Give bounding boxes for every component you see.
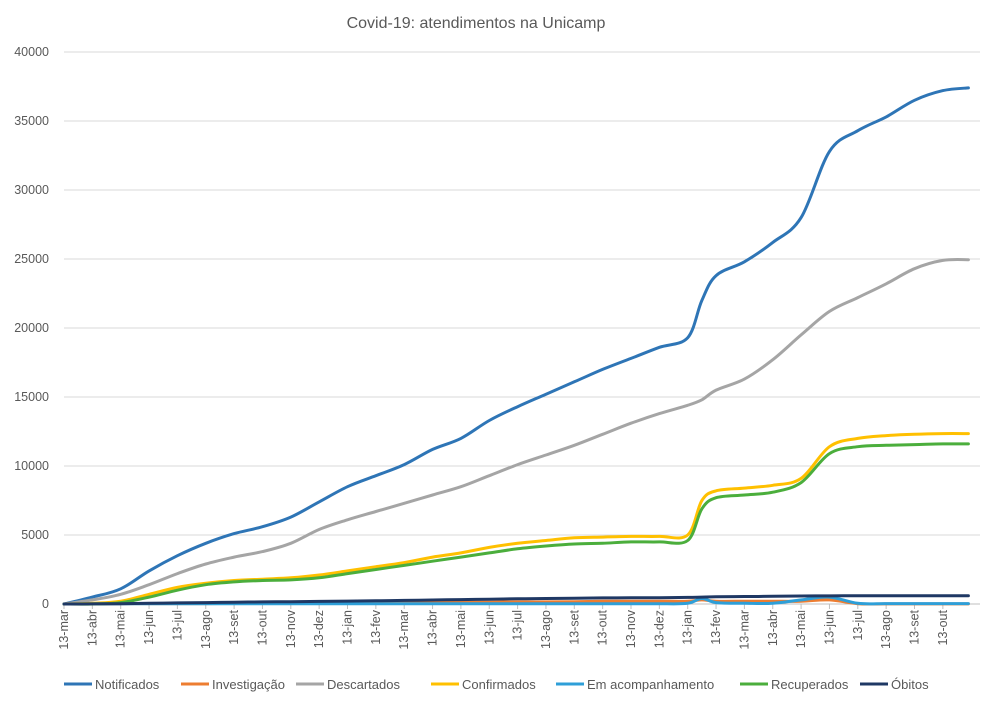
- x-tick-label: 13-fev: [369, 609, 383, 644]
- legend-label: Recuperados: [771, 677, 849, 692]
- x-tick-label: 13-set: [567, 609, 581, 644]
- x-tick-label: 13-set: [908, 609, 922, 644]
- series-line-confirmados: [62, 432, 970, 606]
- y-tick-label: 20000: [14, 321, 49, 335]
- x-tick-label: 13-mar: [397, 610, 411, 650]
- y-axis-tick-labels: 0 5000 10000 15000 20000 25000 30000 35000 40000: [14, 45, 49, 611]
- x-tick-label: 13-mai: [454, 610, 468, 648]
- x-tick-label: 13-set: [227, 609, 241, 644]
- series-line-notificados: [62, 86, 970, 606]
- x-tick-label: 13-jul: [170, 610, 184, 641]
- y-tick-label: 40000: [14, 45, 49, 59]
- x-tick-label: 13-jan: [341, 610, 355, 645]
- series-lines: [62, 86, 970, 606]
- series-line-descartados: [62, 258, 970, 606]
- x-tick-label: 13-mai: [794, 610, 808, 648]
- series-line-recuperados: [62, 442, 970, 606]
- x-tick-label: 13-out: [255, 609, 269, 645]
- x-tick-label: 13-mar: [57, 610, 71, 650]
- y-tick-label: 5000: [21, 528, 49, 542]
- x-tick-label: 13-ago: [879, 610, 893, 649]
- x-tick-label: 13-out: [936, 609, 950, 645]
- gridlines: [64, 51, 980, 536]
- legend-label: Descartados: [327, 677, 400, 692]
- x-tick-label: 13-jun: [482, 610, 496, 645]
- x-tick-label: 13-mar: [737, 610, 751, 650]
- x-tick-label: 13-jun: [142, 610, 156, 645]
- x-tick-label: 13-mai: [114, 610, 128, 648]
- y-tick-label: 10000: [14, 459, 49, 473]
- x-tick-label: 13-nov: [284, 609, 298, 648]
- y-tick-label: 25000: [14, 252, 49, 266]
- x-tick-label: 13-dez: [312, 610, 326, 648]
- series-line--bitos: [62, 594, 970, 606]
- y-tick-label: 15000: [14, 390, 49, 404]
- x-tick-label: 13-ago: [539, 610, 553, 649]
- x-tick-label: 13-jan: [681, 610, 695, 645]
- x-tick-label: 13-out: [596, 609, 610, 645]
- x-tick-label: 13-dez: [652, 610, 666, 648]
- x-tick-label: 13-nov: [624, 609, 638, 648]
- chart-title: Covid-19: atendimentos na Unicamp: [347, 15, 606, 32]
- legend-label: Confirmados: [462, 677, 536, 692]
- y-tick-label: 0: [42, 597, 49, 611]
- y-tick-label: 35000: [14, 114, 49, 128]
- legend-label: Notificados: [95, 677, 160, 692]
- x-tick-label: 13-jun: [822, 610, 836, 645]
- x-axis: 13-mar 13-abr 13-mai 13-jun 13-jul 13-ago 13-s…: [57, 603, 980, 650]
- legend-label: Em acompanhamento: [587, 677, 714, 692]
- x-tick-label: 13-jul: [511, 610, 525, 641]
- x-tick-label: 13-ago: [199, 610, 213, 649]
- x-tick-label: 13-abr: [85, 610, 99, 646]
- legend: Notificados Investigação Descartados Confir…: [64, 677, 929, 692]
- x-tick-label: 13-jul: [851, 610, 865, 641]
- x-tick-label: 13-abr: [766, 610, 780, 646]
- legend-label: Óbitos: [891, 677, 929, 692]
- x-tick-label: 13-abr: [426, 610, 440, 646]
- x-tick-label: 13-fev: [709, 609, 723, 644]
- legend-label: Investigação: [212, 677, 285, 692]
- y-tick-label: 30000: [14, 183, 49, 197]
